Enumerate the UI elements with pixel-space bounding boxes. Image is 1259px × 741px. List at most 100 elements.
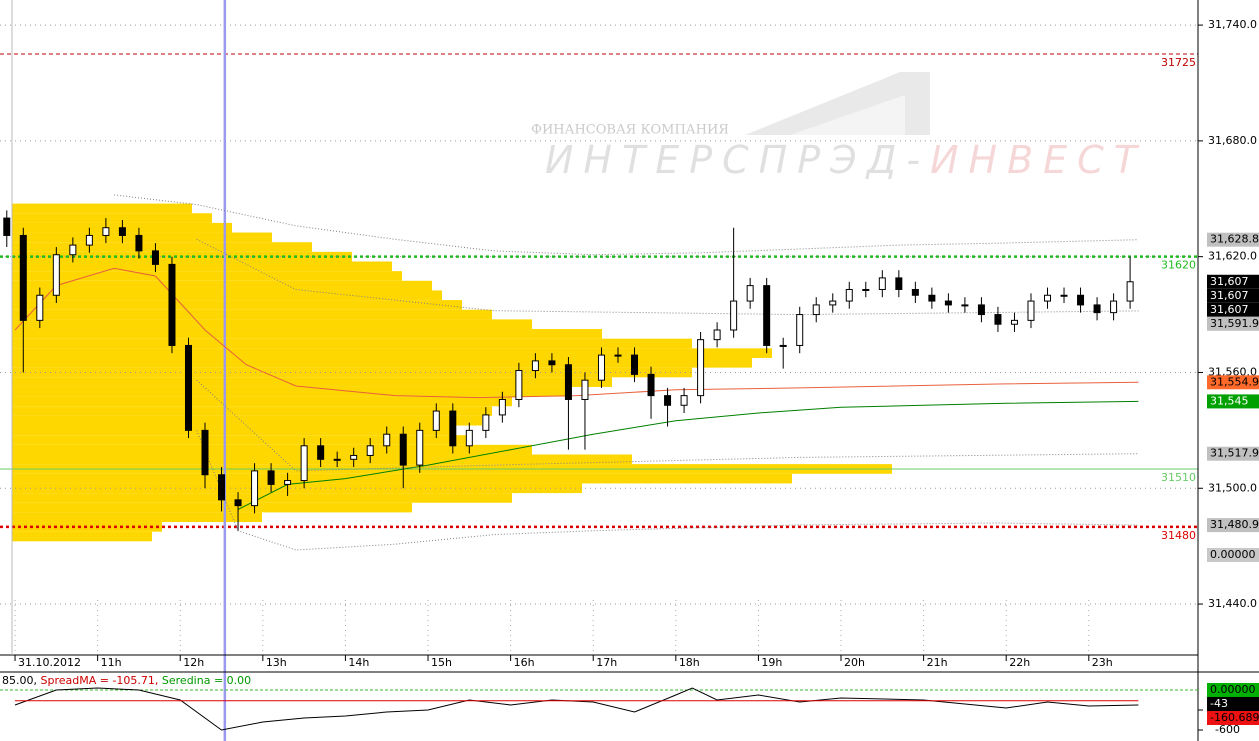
candle-body — [862, 288, 870, 291]
price-box-label: 31,607 — [1210, 303, 1249, 316]
candle-body — [697, 339, 705, 397]
x-tick-label: 17h — [596, 656, 617, 669]
y-tick-label: 31,440.0 — [1208, 597, 1257, 610]
price-box-label: 0.00000 — [1210, 683, 1256, 696]
y-tick-label: -600 — [1215, 723, 1240, 736]
candle-body — [251, 470, 259, 507]
volume-bar — [12, 483, 582, 494]
price-box — [1207, 697, 1259, 711]
candle-body — [1110, 300, 1118, 314]
level-label: 31510 — [1161, 471, 1196, 484]
price-box — [1207, 518, 1259, 533]
candle-body — [350, 454, 358, 460]
candle-body — [85, 234, 93, 246]
candle-body — [465, 429, 473, 447]
candle-body — [1010, 319, 1018, 325]
level-label: 31480 — [1161, 529, 1196, 542]
oscillator-line — [14, 687, 1139, 731]
volume-bar — [12, 300, 462, 310]
candle-body — [631, 354, 639, 375]
candle-body — [1077, 294, 1085, 306]
candle-body — [994, 314, 1002, 325]
indicator-line — [114, 194, 1139, 256]
price-box — [1207, 274, 1259, 289]
price-box — [1207, 683, 1259, 697]
x-tick-label: 14h — [348, 656, 369, 669]
volume-bar — [12, 435, 472, 445]
candle-body — [581, 379, 589, 400]
candle-body — [928, 294, 936, 302]
x-tick-label: 13h — [266, 656, 287, 669]
candle-body — [730, 300, 738, 331]
price-box — [1207, 375, 1259, 390]
candle-body — [515, 370, 523, 400]
candle-body — [135, 234, 143, 252]
candle-body — [218, 474, 226, 501]
candle-body — [19, 234, 27, 321]
y-tick-label: 31,680.0 — [1208, 134, 1257, 147]
candle-body — [36, 294, 44, 321]
indicator-header-part: 85.00, — [2, 674, 40, 687]
price-box-label: 31,628.8 — [1210, 233, 1259, 246]
candle-body — [548, 360, 556, 366]
price-box-label: 31,607 — [1210, 289, 1249, 302]
candle-body — [366, 445, 374, 456]
x-tick-label: 31.10.2012 — [18, 656, 81, 669]
volume-bar — [12, 338, 692, 349]
candle-body — [168, 263, 176, 346]
candle-body — [69, 244, 77, 256]
volume-bar — [12, 406, 492, 416]
candle-body — [713, 329, 721, 341]
x-tick-label: 12h — [183, 656, 204, 669]
volume-bar — [12, 502, 412, 513]
price-box-label: 31,545 — [1210, 394, 1249, 407]
candle-body — [300, 445, 308, 482]
candle-body — [680, 395, 688, 406]
candle-body — [895, 277, 903, 290]
candle-body — [416, 429, 424, 466]
candle-body — [498, 398, 506, 416]
candle-body — [1126, 281, 1134, 302]
candle-body — [779, 344, 787, 347]
candle-body — [961, 304, 969, 307]
candle-body — [267, 470, 275, 485]
candle-body — [1027, 300, 1035, 321]
candle-body — [614, 354, 622, 357]
candle-body — [531, 360, 539, 372]
price-box-label: -160.689 — [1210, 711, 1259, 724]
watermark-name-b: ИНВЕСТ — [930, 138, 1147, 182]
extra-box — [1207, 548, 1259, 562]
price-box-label: 31,517.9 — [1210, 447, 1259, 460]
candle-body — [911, 288, 919, 296]
volume-bar — [12, 242, 312, 252]
price-box-label: 31,480.9 — [1210, 518, 1259, 531]
volume-bar — [12, 309, 492, 320]
candle-body — [1060, 294, 1068, 297]
price-box-label: 31,607 — [1210, 275, 1249, 288]
volume-bar — [12, 261, 392, 272]
candle-body — [746, 285, 754, 302]
candle-body — [944, 300, 952, 306]
candle-body — [597, 354, 605, 381]
price-box-label: -43 — [1210, 697, 1228, 710]
indicator-header-part: SpreadMA = -105.71, — [40, 674, 161, 687]
candle-body — [432, 410, 440, 431]
volume-bar — [12, 280, 432, 291]
candle-body — [977, 304, 985, 316]
volume-bar — [12, 386, 572, 397]
candle-body — [845, 288, 853, 302]
candle-body — [1093, 304, 1101, 314]
x-tick-label: 16h — [514, 656, 535, 669]
watermark-name: ИНТЕРСПРЭД-ИНВЕСТ — [545, 138, 1147, 182]
volume-bar — [12, 348, 772, 358]
volume-bar — [12, 203, 192, 214]
watermark: ФИНАНСОВАЯ КОМПАНИЯ ИНТЕРСПРЭД-ИНВЕСТ — [531, 72, 1147, 182]
price-panel: 31725 31620 31510 31480 — [0, 0, 1203, 741]
y-tick-label: 31,500.0 — [1208, 481, 1257, 494]
y-tick-label: 31,620.0 — [1208, 250, 1257, 263]
candle-body — [664, 395, 672, 406]
candle-body — [763, 285, 771, 346]
x-tick-label: 21h — [927, 656, 948, 669]
candle-body — [878, 277, 886, 290]
